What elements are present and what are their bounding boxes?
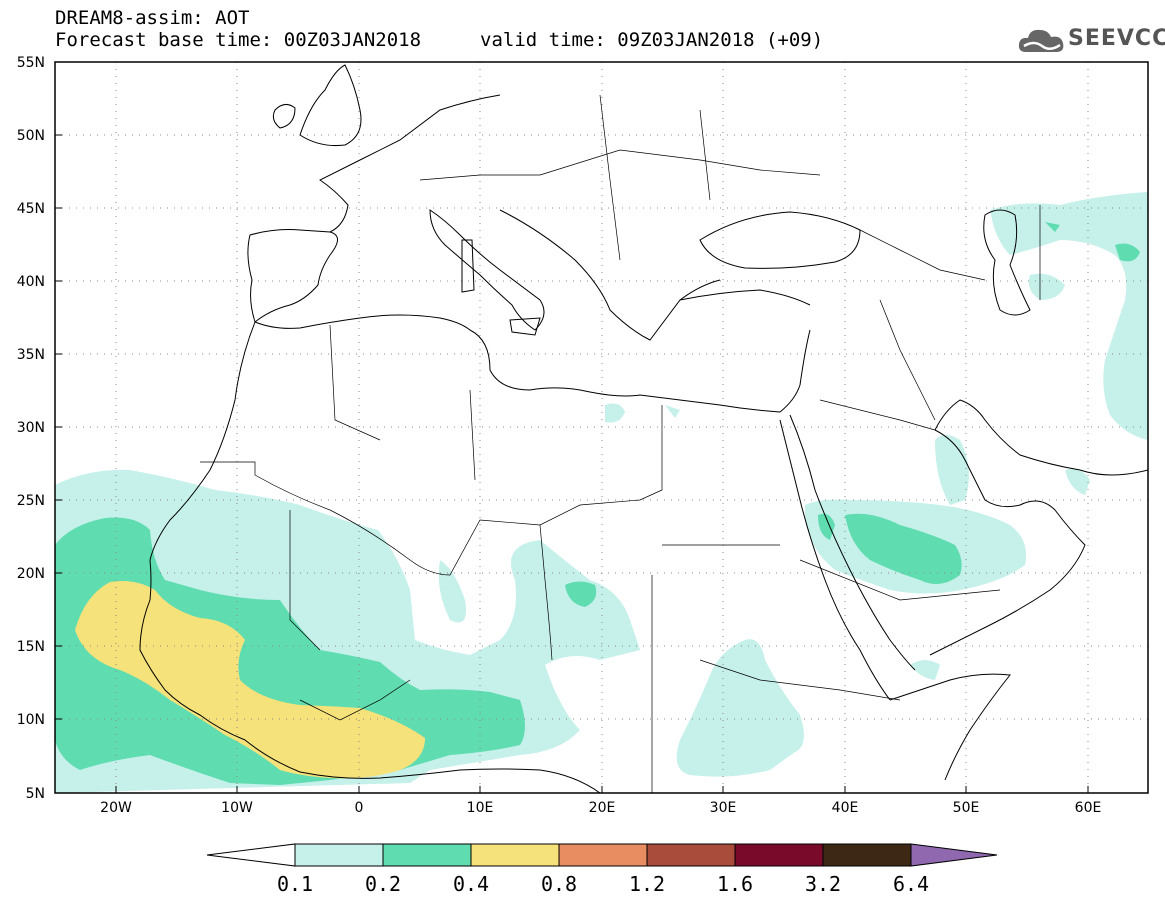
lon-label-60e: 60E (1075, 800, 1102, 816)
logo-text: SEEVCCC (1068, 26, 1165, 51)
valid-time: valid time: 09Z03JAN2018 (+09) (480, 29, 824, 51)
colorbar-label-8: 6.4 (892, 872, 930, 896)
lat-label-55n: 55N (17, 55, 45, 71)
lat-label-15n: 15N (17, 639, 45, 655)
colorbar-swatch-6 (734, 843, 824, 867)
lat-label-45n: 45N (17, 201, 45, 217)
lon-label-40e: 40E (832, 800, 859, 816)
lon-label-50e: 50E (953, 800, 980, 816)
lon-label-0: 0 (355, 800, 364, 816)
colorbar-label-6: 1.6 (716, 872, 754, 896)
colorbar-swatches (206, 843, 998, 867)
lon-label-10w: 10W (221, 800, 253, 816)
colorbar-swatch-1 (294, 843, 384, 867)
colorbar-label-7: 3.2 (804, 872, 842, 896)
lat-label-10n: 10N (17, 712, 45, 728)
borders (200, 94, 1041, 793)
colorbar-swatch-2 (382, 843, 472, 867)
map-title: DREAM8-assim: AOT (55, 7, 250, 29)
lon-label-20e: 20E (589, 800, 616, 816)
colorbar-swatch-3 (470, 843, 560, 867)
lat-label-20n: 20N (17, 566, 45, 582)
lat-label-35n: 35N (17, 347, 45, 363)
base-time: Forecast base time: 00Z03JAN2018 (55, 29, 422, 51)
cloud-logo-icon (1018, 29, 1064, 52)
lat-label-5n: 5N (26, 786, 45, 802)
colorbar: 0.1 0.2 0.4 0.8 1.2 1.6 3.2 6.4 (205, 840, 1005, 900)
colorbar-label-3: 0.4 (452, 872, 490, 896)
lat-label-40n: 40N (17, 274, 45, 290)
aot-level-0-4 (75, 581, 425, 779)
colorbar-label-4: 0.8 (540, 872, 578, 896)
seevccc-logo: SEEVCCC (1018, 24, 1165, 58)
colorbar-label-2: 0.2 (364, 872, 402, 896)
lat-label-25n: 25N (17, 493, 45, 509)
lon-label-30e: 30E (710, 800, 737, 816)
colorbar-label-1: 0.1 (276, 872, 314, 896)
lat-label-50n: 50N (17, 128, 45, 144)
graticule (55, 62, 1148, 793)
aot-level-0-2 (55, 222, 1140, 785)
colorbar-swatch-7 (822, 843, 912, 867)
aot-map: 55N 50N 45N 40N 35N 30N 25N 20N 15N 10N … (17, 55, 1149, 816)
colorbar-over-triangle (910, 843, 998, 867)
lon-label-20w: 20W (100, 800, 132, 816)
lon-label-10e: 10E (467, 800, 494, 816)
colorbar-label-5: 1.2 (628, 872, 666, 896)
colorbar-swatch-4 (558, 843, 648, 867)
lat-label-30n: 30N (17, 420, 45, 436)
axis-ticks (55, 61, 1089, 793)
coastlines (139, 64, 1148, 793)
colorbar-swatch-5 (646, 843, 736, 867)
colorbar-under-triangle (206, 843, 296, 867)
